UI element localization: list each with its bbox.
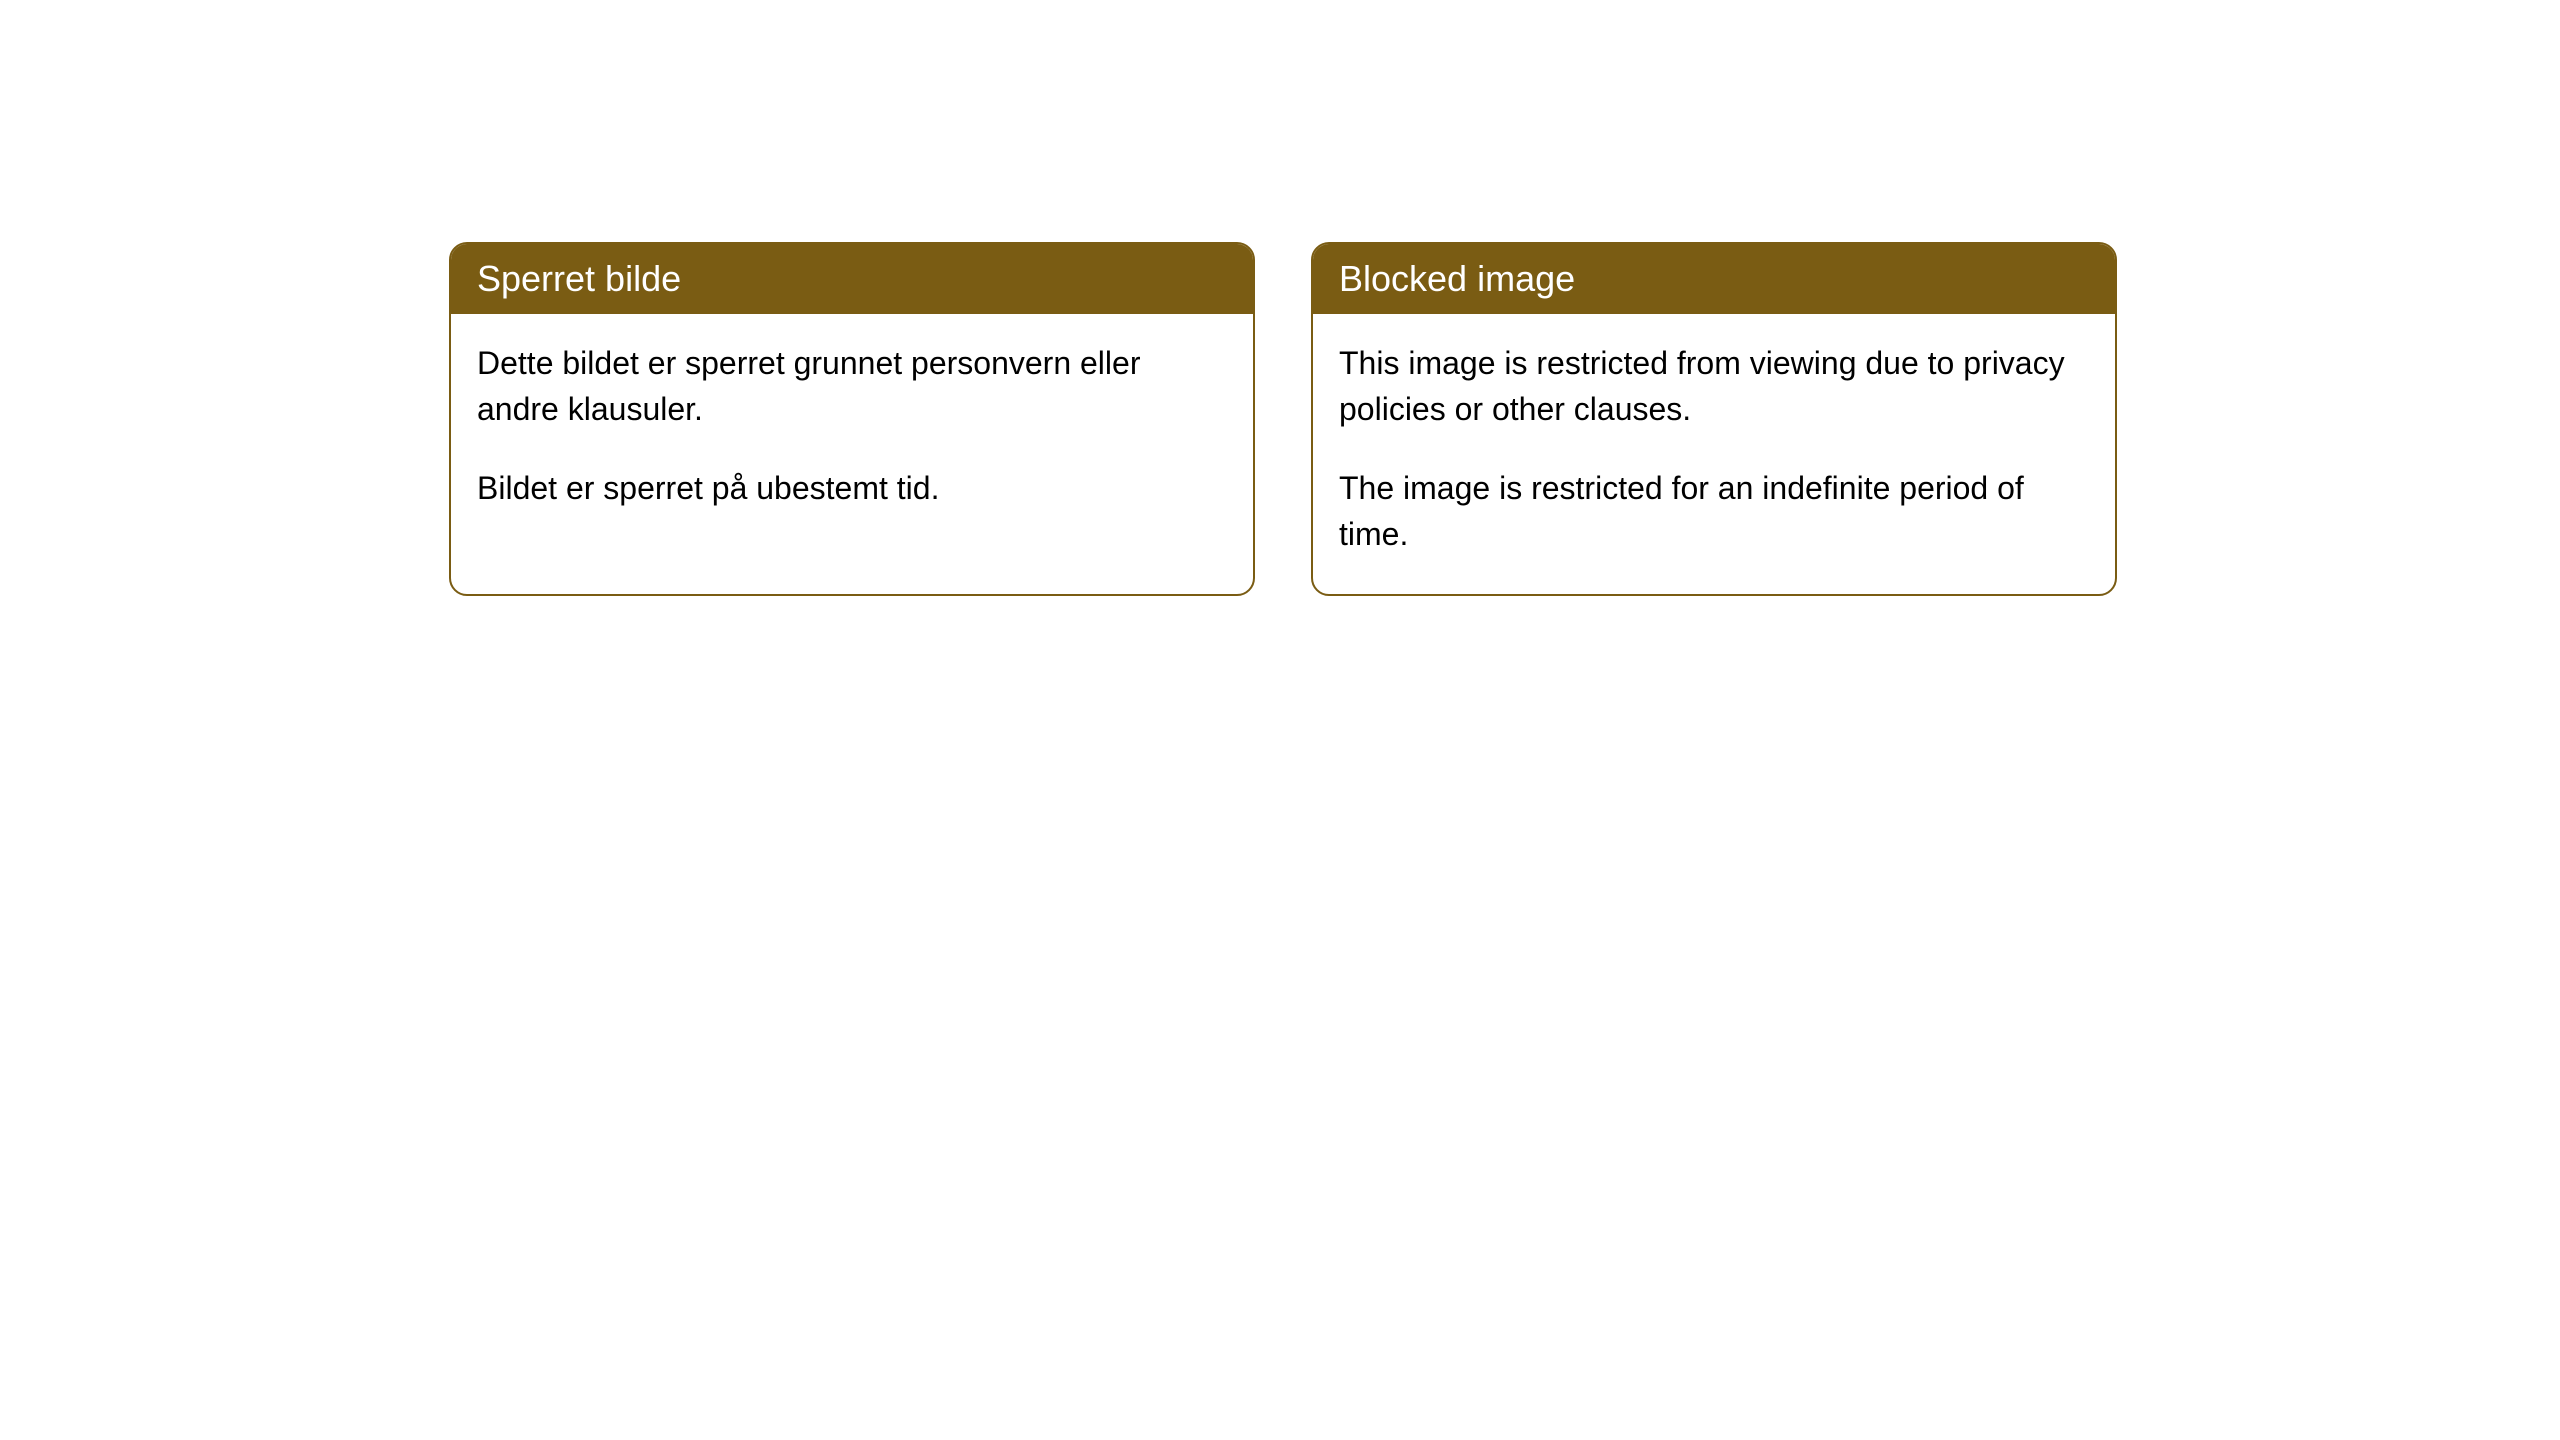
card-english: Blocked image This image is restricted f…: [1311, 242, 2117, 596]
card-title: Sperret bilde: [477, 258, 681, 299]
card-body-english: This image is restricted from viewing du…: [1313, 314, 2115, 594]
card-body-norwegian: Dette bildet er sperret grunnet personve…: [451, 314, 1253, 547]
card-header-norwegian: Sperret bilde: [451, 244, 1253, 314]
card-paragraph: Dette bildet er sperret grunnet personve…: [477, 340, 1227, 433]
cards-container: Sperret bilde Dette bildet er sperret gr…: [0, 0, 2560, 596]
card-norwegian: Sperret bilde Dette bildet er sperret gr…: [449, 242, 1255, 596]
card-title: Blocked image: [1339, 258, 1575, 299]
card-paragraph: This image is restricted from viewing du…: [1339, 340, 2089, 433]
card-header-english: Blocked image: [1313, 244, 2115, 314]
card-paragraph: The image is restricted for an indefinit…: [1339, 465, 2089, 558]
card-paragraph: Bildet er sperret på ubestemt tid.: [477, 465, 1227, 511]
